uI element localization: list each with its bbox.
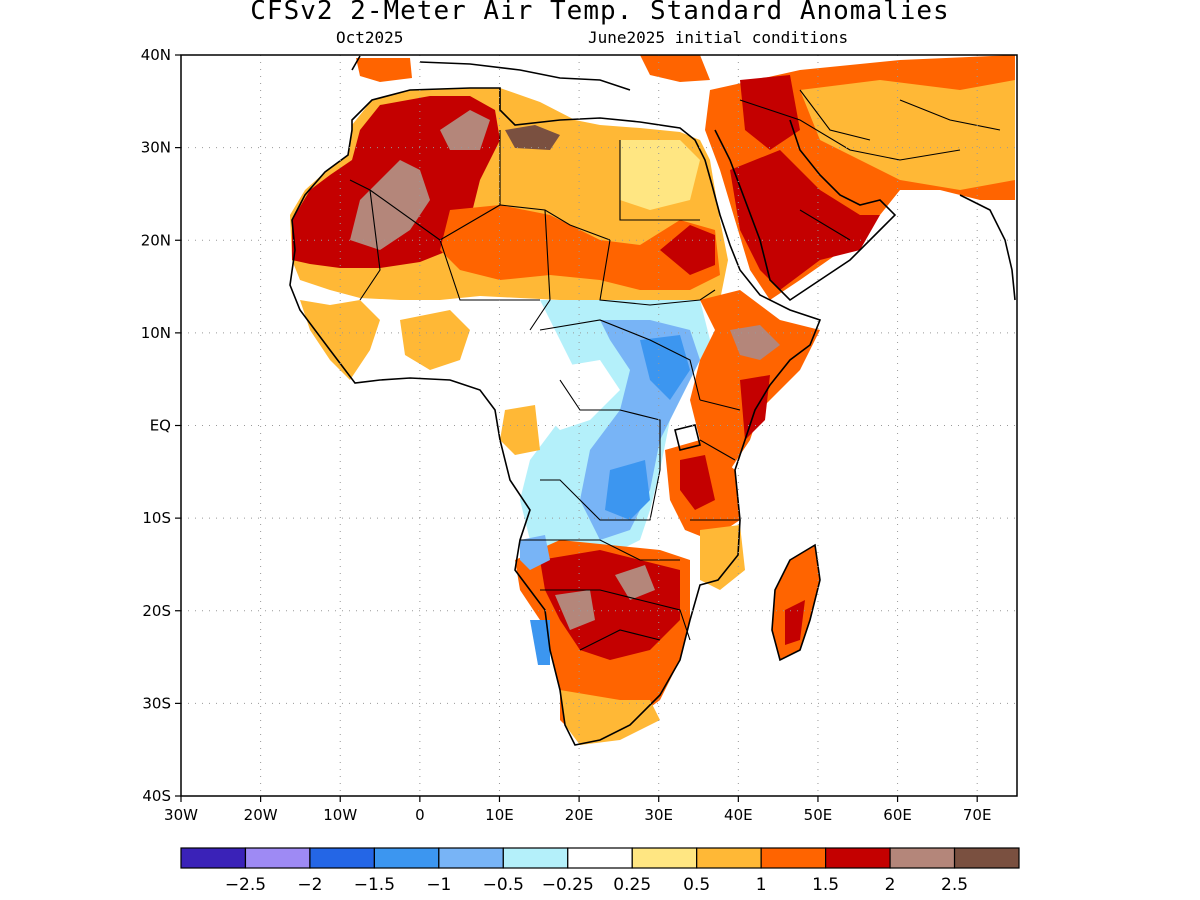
border-mali [359, 189, 381, 301]
border-arabia [739, 99, 961, 241]
colorbar-swatch [438, 847, 504, 869]
lat-tick-label: 30S [142, 694, 171, 712]
lat-tick-label: 40S [142, 787, 171, 805]
africa-coastline [289, 87, 822, 746]
region-mozambique [700, 525, 745, 590]
arabia-coastline [714, 119, 897, 302]
colorbar-label: −1.5 [354, 875, 395, 895]
border-west [349, 179, 540, 301]
initial-conditions: June2025 initial conditions [588, 28, 849, 47]
region-somalia-red [740, 375, 770, 440]
region-libya-dark [505, 125, 560, 150]
lake-victoria [674, 424, 701, 451]
lat-tick-label: 30N [141, 139, 171, 157]
region-angola-coast-blue [530, 620, 550, 665]
region-libya-brown [440, 110, 490, 150]
colorbar-swatch [309, 847, 375, 869]
colorbar-label: −1 [426, 875, 451, 895]
colorbar-label: 0.5 [683, 875, 710, 895]
colorbar-swatch [631, 847, 698, 869]
region-central-deep [640, 335, 690, 400]
region-chad-red [660, 225, 715, 275]
colorbar-swatch [696, 847, 762, 869]
region-guinea-orange [400, 310, 470, 370]
lon-tick-label: 30W [164, 806, 198, 824]
border-central [539, 319, 701, 401]
colorbar-label: 0.25 [613, 875, 651, 895]
region-botswana-brown [615, 565, 655, 600]
lon-tick-label: 10E [485, 806, 514, 824]
lat-tick-label: EQ [150, 417, 171, 435]
lon-tick-label: 70E [963, 806, 992, 824]
border-drc [540, 379, 661, 521]
region-arabia-red [730, 150, 880, 290]
lon-tick-label: 50E [804, 806, 833, 824]
india-coastline [959, 194, 1016, 301]
valid-month: Oct2025 [336, 28, 404, 47]
colorbar-swatch [567, 847, 633, 869]
colorbar-label: 2.5 [941, 875, 968, 895]
lon-tick-label: 0 [415, 806, 425, 824]
colorbar-label: −0.25 [542, 875, 594, 895]
colorbar-swatch [373, 847, 440, 869]
region-cape-yellow [560, 690, 660, 745]
lon-tick-label: 40E [724, 806, 753, 824]
chart-title: CFSv2 2-Meter Air Temp. Standard Anomali… [250, 0, 950, 26]
colorbar: −2.5 −2 −1.5 −1 −0.5 −0.25 0.25 0.5 1 1.5 2 2.5 [180, 847, 1020, 895]
lat-labels: 40N 30N 20N 10N EQ 10S 20S 30S 40S [141, 46, 181, 805]
colorbar-swatch [825, 847, 891, 869]
colorbar-label: −2 [297, 875, 322, 895]
lon-tick-label: 20E [565, 806, 594, 824]
lon-tick-label: 10W [323, 806, 357, 824]
colorbar-label: −2.5 [225, 875, 266, 895]
colorbar-swatch [760, 847, 827, 869]
lon-tick-label: 20W [244, 806, 278, 824]
colorbar-label: −0.5 [483, 875, 524, 895]
colorbar-swatch [953, 847, 1020, 869]
lat-tick-label: 10S [142, 509, 171, 527]
region-turkey [640, 55, 710, 82]
region-congo-white [540, 360, 620, 430]
region-west-coast-orange [300, 300, 380, 380]
colorbar-label: 1 [756, 875, 767, 895]
lon-labels: 30W 20W 10W 0 10E 20E 30E 40E 50E 60E 70E [164, 796, 991, 824]
region-tanzania-red [680, 455, 715, 510]
lat-tick-label: 10N [141, 324, 171, 342]
lat-tick-label: 20N [141, 231, 171, 249]
region-sahel [440, 205, 720, 290]
border-egypt [619, 140, 700, 221]
region-ethiopia-brown [730, 325, 780, 360]
border-angola [520, 539, 680, 561]
border-chad [529, 209, 551, 331]
border-southern [540, 589, 691, 651]
region-egypt [620, 140, 700, 210]
region-iran-orange [800, 80, 1015, 190]
border-sudan [599, 239, 716, 306]
border-iran [799, 89, 1001, 141]
colorbar-label: 1.5 [812, 875, 839, 895]
region-congo-deep [605, 460, 650, 520]
lat-tick-label: 20S [142, 602, 171, 620]
lon-tick-label: 60E [883, 806, 912, 824]
region-sahara-brown [350, 160, 430, 250]
colorbar-swatch [889, 847, 956, 869]
region-gabon [500, 405, 540, 455]
coastlines [289, 55, 1016, 746]
region-med-north [356, 58, 412, 82]
border-east [690, 399, 741, 521]
colorbar-label: 2 [885, 875, 896, 895]
country-borders [349, 89, 1001, 651]
region-iraq-red [740, 75, 800, 150]
colorbar-swatch [244, 847, 311, 869]
region-angola-coast-light [520, 535, 550, 570]
madagascar-coastline [771, 543, 821, 662]
lat-tick-label: 40N [141, 46, 171, 64]
colorbar-swatch [502, 847, 569, 869]
region-namibia-brown [555, 590, 595, 630]
colorbar-swatch [180, 847, 247, 869]
med-coastline [351, 55, 631, 91]
lon-tick-label: 30E [644, 806, 673, 824]
